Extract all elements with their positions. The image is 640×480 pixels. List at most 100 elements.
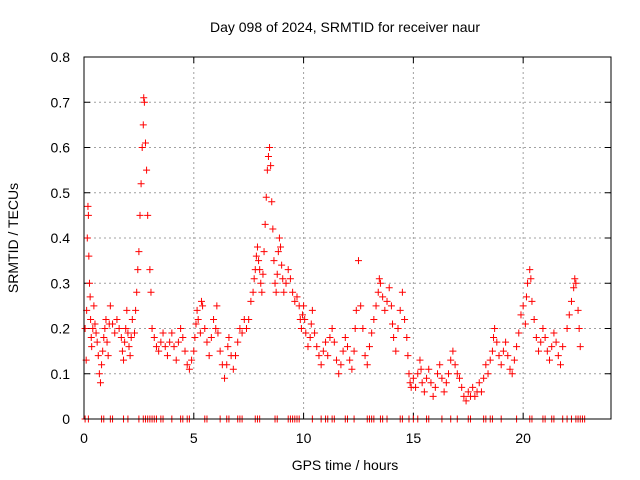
y-tick-label: 0.8 [51, 49, 71, 65]
data-point-marker [137, 180, 145, 188]
data-point-marker [324, 352, 332, 360]
data-point-marker [567, 297, 575, 305]
data-point-marker [462, 397, 470, 405]
y-tick-label: 0.1 [51, 366, 71, 382]
data-point-marker [576, 343, 584, 351]
data-point-marker [249, 288, 257, 296]
data-point-marker [247, 297, 255, 305]
data-point-marker [118, 347, 126, 355]
data-point-marker [131, 329, 139, 337]
data-point-marker [179, 334, 187, 342]
data-point-marker [460, 392, 468, 400]
data-point-marker [372, 302, 380, 310]
data-point-marker [242, 325, 250, 332]
data-point-marker [563, 325, 571, 332]
data-point-marker [543, 347, 551, 355]
data-point-marker [304, 343, 312, 351]
data-point-marker [161, 343, 169, 351]
data-point-marker [177, 325, 185, 332]
data-point-marker [471, 392, 479, 400]
data-point-marker [495, 352, 503, 360]
data-point-marker [234, 338, 242, 346]
data-point-marker [140, 98, 148, 106]
data-point-marker [196, 329, 204, 337]
data-point-marker [135, 248, 143, 256]
x-axis-ticks: 0 5 10 15 20 [80, 57, 531, 446]
chart-title: Day 098 of 2024, SRMTID for receiver nau… [210, 19, 480, 35]
data-point-marker [144, 211, 152, 219]
data-point-marker [266, 144, 274, 151]
data-point-marker [532, 334, 540, 342]
data-point-marker [282, 279, 290, 287]
data-point-marker [351, 325, 359, 332]
x-tick-label: 20 [515, 430, 531, 446]
data-point-marker [174, 338, 182, 346]
data-point-marker [416, 356, 424, 364]
data-point-marker [317, 361, 325, 369]
data-point-marker [203, 338, 211, 346]
data-point-marker [201, 325, 209, 332]
data-point-marker [275, 234, 283, 242]
data-point-marker [572, 279, 580, 287]
y-tick-label: 0.5 [51, 185, 71, 201]
data-point-marker [379, 293, 387, 301]
data-point-marker [330, 338, 338, 346]
y-tick-label: 0.3 [51, 275, 71, 291]
data-point-marker [427, 379, 435, 387]
data-point-marker [499, 347, 507, 355]
data-point-marker [121, 338, 129, 346]
data-point-marker [84, 211, 92, 219]
data-point-marker [521, 320, 529, 328]
data-point-marker [185, 365, 193, 373]
data-point-marker [252, 252, 260, 260]
data-point-marker [280, 288, 288, 296]
data-point-marker [556, 361, 564, 369]
data-point-marker [405, 370, 413, 378]
data-point-marker [541, 334, 549, 342]
data-point-marker [527, 275, 535, 283]
data-point-marker [417, 365, 425, 373]
data-point-marker [420, 388, 428, 396]
data-point-marker [147, 288, 155, 296]
data-point-marker [146, 266, 154, 274]
data-point-marker [193, 306, 201, 314]
data-point-marker [289, 288, 297, 296]
data-point-marker [403, 334, 411, 342]
data-point-marker [319, 347, 327, 355]
y-tick-label: 0.7 [51, 94, 71, 110]
data-point-marker [431, 383, 439, 391]
data-point-marker [86, 293, 94, 301]
data-point-marker [548, 343, 556, 351]
data-point-marker [326, 334, 334, 342]
data-point-marker [268, 198, 276, 206]
data-point-marker [510, 356, 518, 364]
data-point-marker [273, 270, 281, 278]
data-point-marker [297, 325, 305, 332]
data-point-marker [438, 374, 446, 382]
data-point-marker [348, 365, 356, 373]
data-point-marker [127, 334, 135, 342]
data-point-marker [374, 288, 382, 296]
data-point-marker [344, 343, 351, 351]
y-tick-label: 0.6 [51, 140, 71, 156]
data-point-marker [357, 302, 365, 310]
data-point-marker [113, 315, 121, 323]
data-point-marker [298, 311, 306, 319]
data-point-marker [406, 379, 414, 387]
data-point-marker [83, 234, 91, 242]
data-point-marker [128, 315, 136, 323]
data-point-marker [404, 352, 412, 360]
data-point-marker [524, 279, 532, 287]
data-point-marker [526, 266, 534, 274]
data-point-marker [458, 383, 466, 391]
data-point-marker [571, 275, 579, 283]
data-point-marker [88, 343, 96, 351]
data-point-marker [157, 338, 165, 346]
data-point-marker [306, 334, 314, 342]
y-tick-label: 0 [62, 411, 70, 427]
data-point-marker [368, 329, 376, 337]
data-point-marker [89, 325, 97, 332]
data-point-marker [359, 325, 367, 332]
data-point-marker [504, 352, 512, 360]
